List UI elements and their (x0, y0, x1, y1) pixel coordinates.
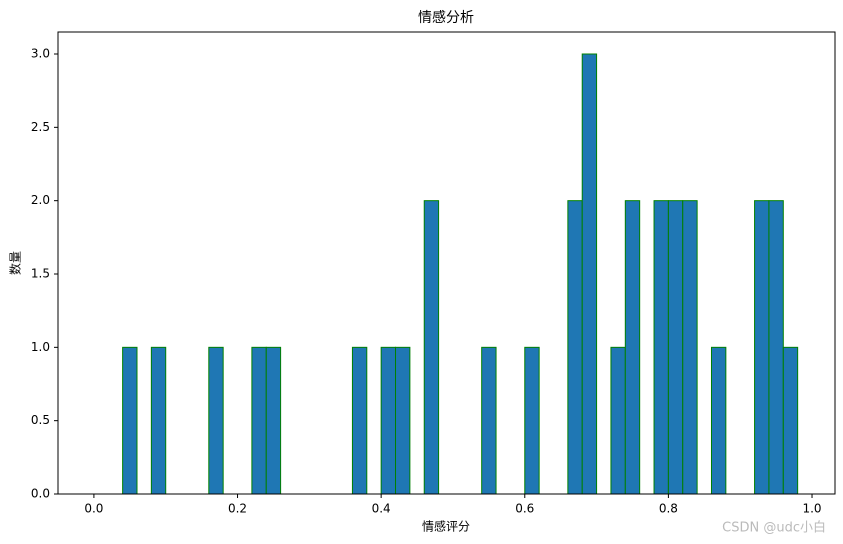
bar (653, 200, 669, 495)
watermark: CSDN @udc小白 (722, 520, 826, 536)
bar (395, 346, 411, 495)
x-tick-label: 0.6 (515, 502, 534, 516)
y-tick-label: 3.0 (31, 47, 50, 61)
y-tick-label: 1.5 (31, 267, 50, 281)
bar (351, 346, 368, 495)
bar (682, 200, 698, 495)
y-tick-label: 0.5 (31, 413, 50, 427)
x-tick-label: 0.4 (372, 502, 391, 516)
bar (768, 200, 784, 495)
bar (208, 346, 224, 495)
bar (581, 53, 598, 495)
bar (481, 346, 497, 495)
bar (754, 200, 770, 495)
bar (610, 346, 626, 495)
bar (150, 346, 167, 495)
x-axis-label: 情感评分 (422, 519, 470, 534)
x-tick-label: 0.0 (84, 502, 103, 516)
chart-title: 情感分析 (418, 9, 474, 26)
y-tick-label: 2.0 (31, 193, 50, 207)
bar (710, 346, 727, 495)
y-tick-label: 2.5 (31, 120, 50, 134)
bar (667, 200, 684, 495)
bar (524, 346, 540, 495)
bar (567, 200, 583, 495)
bar (251, 346, 267, 495)
x-tick-label: 1.0 (802, 502, 821, 516)
y-tick-label: 0.0 (31, 487, 50, 501)
bar (265, 346, 282, 495)
x-tick-label: 0.2 (228, 502, 247, 516)
plot-frame (57, 31, 836, 495)
bar (782, 346, 799, 495)
bar (423, 200, 440, 495)
bar (380, 346, 397, 495)
bar (624, 200, 641, 495)
y-tick-label: 1.0 (31, 340, 50, 354)
bar (122, 346, 138, 495)
y-axis-label: 数量 (8, 251, 23, 275)
x-tick-label: 0.8 (659, 502, 678, 516)
